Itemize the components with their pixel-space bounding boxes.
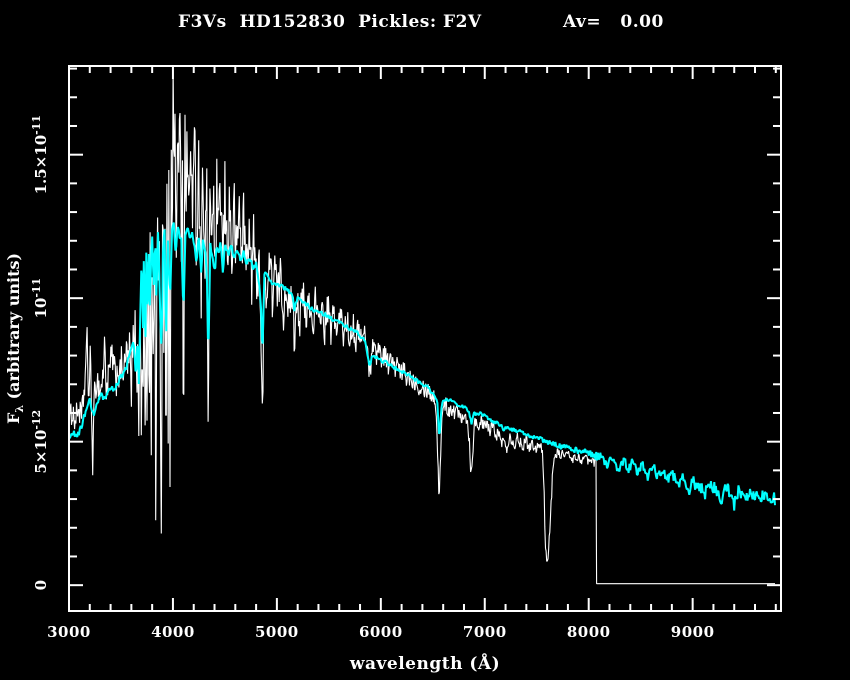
x-tick-label: 7000 [463,623,507,641]
y-tick-label: 10-11 [30,278,50,319]
y-tick-label: 1.5×10-11 [30,115,50,194]
chart-title-av-value: Av= 0.00 [563,12,664,32]
y-tick-label: 5×10-12 [30,410,50,474]
chart-title-text: F3Vs HD152830 Pickles: F2V [178,12,482,32]
x-tick-label: 6000 [359,623,403,641]
x-tick-label: 9000 [671,623,715,641]
template-spectrum-line [70,222,776,511]
x-tick-label: 4000 [151,623,195,641]
x-tick-label: 3000 [47,623,91,641]
observed-spectrum-line [70,67,775,585]
chart-title: F3Vs HD152830 Pickles: F2V Av= 0.00 [0,12,850,34]
x-tick-label: 5000 [255,623,299,641]
x-tick-label: 8000 [567,623,611,641]
plot-frame [68,65,782,612]
x-axis-title: wavelength (Å) [349,652,500,674]
y-axis-title: Fλ (arbitrary units) [4,253,26,424]
y-tick-label: 0 [32,580,50,590]
